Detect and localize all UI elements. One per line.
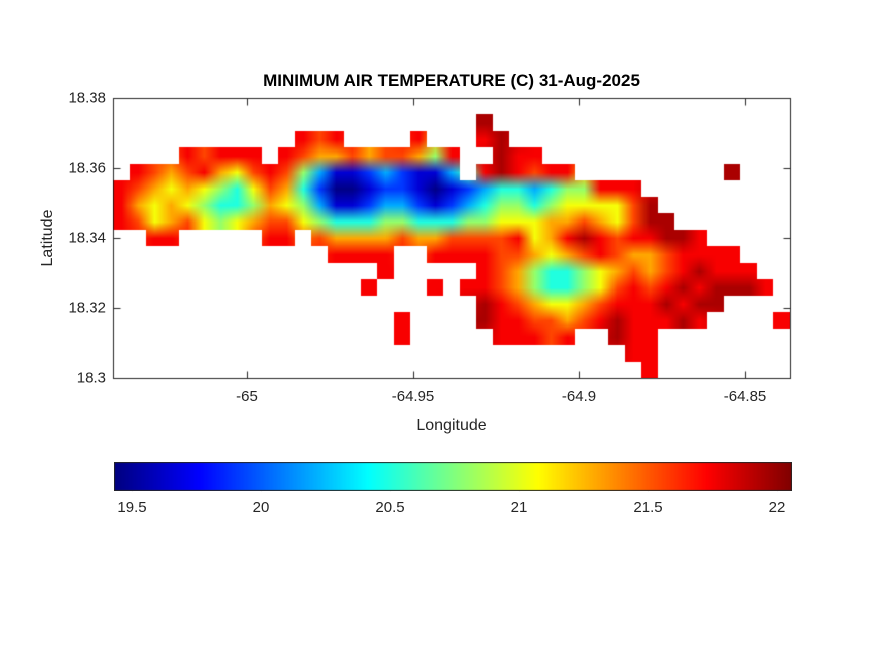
y-tick-label: 18.3 — [76, 369, 106, 387]
colorbar-tick-label: 20 — [252, 499, 270, 516]
chart-title: MINIMUM AIR TEMPERATURE (C) 31-Aug-2025 — [263, 71, 640, 90]
colorbar-tick-label: 20.5 — [375, 499, 405, 516]
x-tick-label: -64.9 — [561, 388, 597, 405]
x-axis-label: Longitude — [416, 417, 487, 434]
colorbar-gradient — [114, 462, 792, 491]
x-tick-label: -64.95 — [391, 388, 435, 405]
y-tick-label: 18.34 — [68, 229, 106, 247]
colorbar-tick-label: 21.5 — [633, 499, 663, 516]
y-tick-label: 18.32 — [68, 299, 106, 317]
colorbar-tick-label: 22 — [768, 499, 786, 516]
colorbar-tick-label: 19.5 — [117, 499, 147, 516]
y-tick-label: 18.36 — [68, 159, 106, 177]
y-tick-label: 18.38 — [68, 89, 106, 107]
x-tick-label: -64.85 — [723, 388, 767, 405]
x-tick-label: -65 — [236, 388, 258, 405]
colorbar-tick-label: 21 — [510, 499, 528, 516]
